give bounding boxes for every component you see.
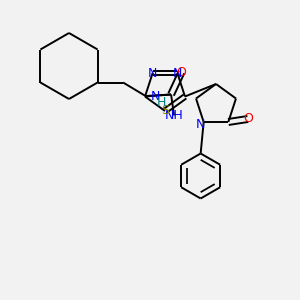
Text: S: S <box>161 104 169 118</box>
Text: N: N <box>150 91 160 103</box>
Text: N: N <box>173 67 182 80</box>
Text: O: O <box>243 112 253 125</box>
Text: O: O <box>177 65 187 79</box>
Text: H: H <box>157 96 166 109</box>
Text: N: N <box>148 67 157 80</box>
Text: N: N <box>195 118 205 131</box>
Text: NH: NH <box>165 109 184 122</box>
